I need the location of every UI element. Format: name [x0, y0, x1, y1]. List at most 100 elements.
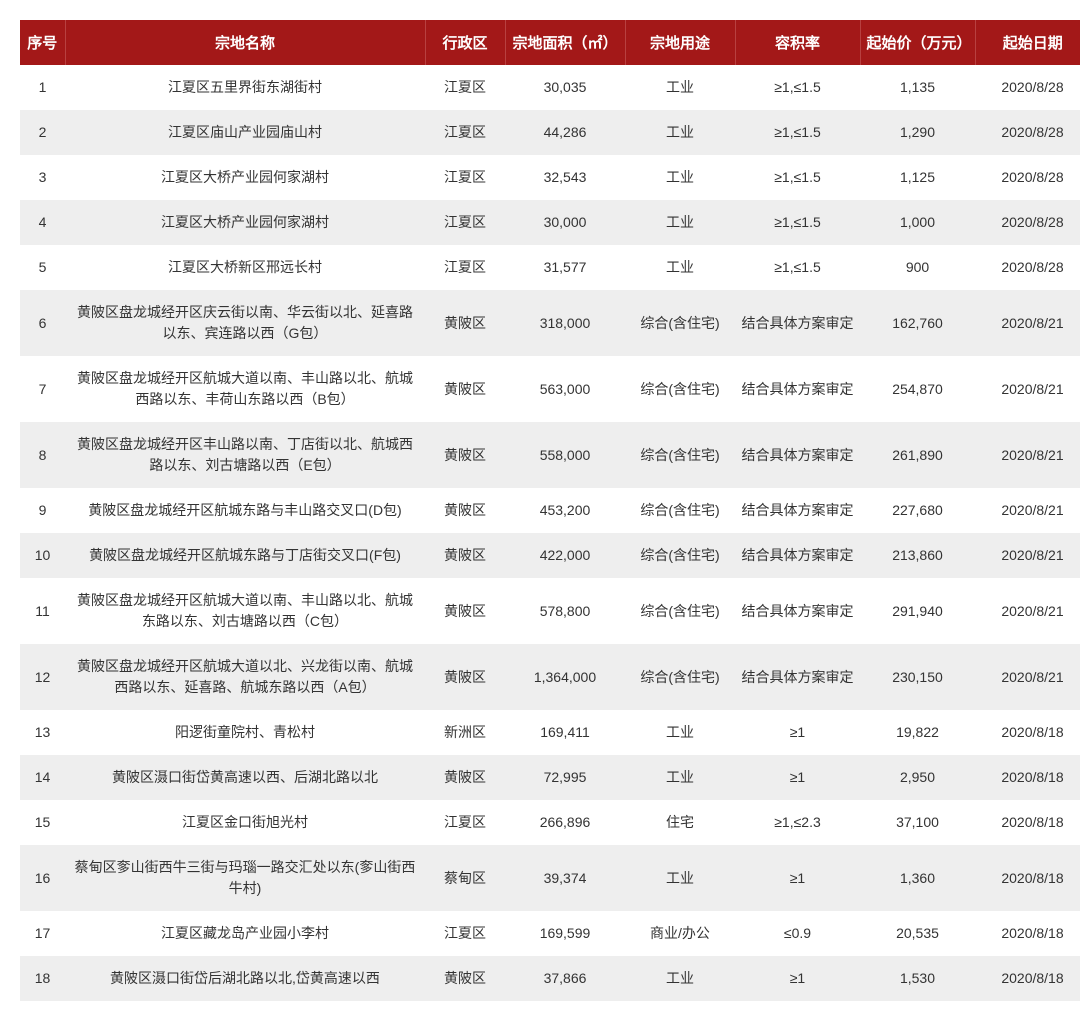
cell-use: 综合(含住宅) — [625, 356, 735, 422]
cell-price: 227,680 — [860, 488, 975, 533]
cell-date: 2020/8/21 — [975, 290, 1080, 356]
cell-use: 工业 — [625, 956, 735, 1001]
cell-far: 结合具体方案审定 — [735, 644, 860, 710]
cell-date: 2020/8/28 — [975, 200, 1080, 245]
cell-area: 30,035 — [505, 65, 625, 110]
cell-far: ≥1 — [735, 755, 860, 800]
cell-district: 黄陂区 — [425, 290, 505, 356]
cell-area: 169,411 — [505, 710, 625, 755]
cell-district: 江夏区 — [425, 911, 505, 956]
header-area: 宗地面积（㎡） — [505, 20, 625, 65]
table-row: 3江夏区大桥产业园何家湖村江夏区32,543工业≥1,≤1.51,1252020… — [20, 155, 1080, 200]
cell-seq: 15 — [20, 800, 65, 845]
table-row: 18黄陂区滠口街岱后湖北路以北,岱黄高速以西黄陂区37,866工业≥11,530… — [20, 956, 1080, 1001]
cell-district: 蔡甸区 — [425, 845, 505, 911]
cell-date: 2020/8/28 — [975, 245, 1080, 290]
cell-far: ≤0.9 — [735, 911, 860, 956]
cell-area: 32,543 — [505, 155, 625, 200]
cell-far: 结合具体方案审定 — [735, 578, 860, 644]
cell-date: 2020/8/18 — [975, 845, 1080, 911]
cell-use: 综合(含住宅) — [625, 533, 735, 578]
header-name: 宗地名称 — [65, 20, 425, 65]
cell-seq: 8 — [20, 422, 65, 488]
cell-far: ≥1,≤1.5 — [735, 155, 860, 200]
cell-price: 1,000 — [860, 200, 975, 245]
cell-date: 2020/8/18 — [975, 956, 1080, 1001]
cell-use: 综合(含住宅) — [625, 422, 735, 488]
cell-date: 2020/8/18 — [975, 911, 1080, 956]
cell-name: 黄陂区滠口街岱后湖北路以北,岱黄高速以西 — [65, 956, 425, 1001]
cell-area: 578,800 — [505, 578, 625, 644]
cell-price: 1,135 — [860, 65, 975, 110]
cell-use: 商业/办公 — [625, 911, 735, 956]
cell-seq: 14 — [20, 755, 65, 800]
table-row: 13阳逻街童院村、青松村新洲区169,411工业≥119,8222020/8/1… — [20, 710, 1080, 755]
table-row: 8黄陂区盘龙城经开区丰山路以南、丁店街以北、航城西路以东、刘古塘路以西（E包）黄… — [20, 422, 1080, 488]
cell-area: 37,866 — [505, 956, 625, 1001]
cell-seq: 13 — [20, 710, 65, 755]
cell-use: 工业 — [625, 110, 735, 155]
cell-name: 阳逻街童院村、青松村 — [65, 710, 425, 755]
table-row: 6黄陂区盘龙城经开区庆云街以南、华云街以北、延喜路以东、宾连路以西（G包）黄陂区… — [20, 290, 1080, 356]
cell-district: 江夏区 — [425, 65, 505, 110]
cell-price: 19,822 — [860, 710, 975, 755]
cell-seq: 17 — [20, 911, 65, 956]
cell-name: 江夏区金口街旭光村 — [65, 800, 425, 845]
cell-name: 江夏区五里界街东湖街村 — [65, 65, 425, 110]
cell-far: ≥1,≤1.5 — [735, 110, 860, 155]
cell-date: 2020/8/18 — [975, 710, 1080, 755]
cell-price: 162,760 — [860, 290, 975, 356]
cell-name: 黄陂区盘龙城经开区航城大道以南、丰山路以北、航城东路以东、刘古塘路以西（C包） — [65, 578, 425, 644]
cell-price: 291,940 — [860, 578, 975, 644]
cell-seq: 18 — [20, 956, 65, 1001]
cell-name: 黄陂区盘龙城经开区航城东路与丁店街交叉口(F包) — [65, 533, 425, 578]
header-use: 宗地用途 — [625, 20, 735, 65]
cell-name: 黄陂区盘龙城经开区航城大道以南、丰山路以北、航城西路以东、丰荷山东路以西（B包） — [65, 356, 425, 422]
cell-far: ≥1,≤1.5 — [735, 245, 860, 290]
cell-seq: 7 — [20, 356, 65, 422]
cell-area: 169,599 — [505, 911, 625, 956]
cell-district: 江夏区 — [425, 155, 505, 200]
cell-date: 2020/8/21 — [975, 422, 1080, 488]
cell-name: 江夏区大桥产业园何家湖村 — [65, 200, 425, 245]
table-header: 序号 宗地名称 行政区 宗地面积（㎡） 宗地用途 容积率 起始价（万元） 起始日… — [20, 20, 1080, 65]
cell-date: 2020/8/28 — [975, 110, 1080, 155]
table-row: 14黄陂区滠口街岱黄高速以西、后湖北路以北黄陂区72,995工业≥12,9502… — [20, 755, 1080, 800]
cell-date: 2020/8/21 — [975, 578, 1080, 644]
table-row: 12黄陂区盘龙城经开区航城大道以北、兴龙街以南、航城西路以东、延喜路、航城东路以… — [20, 644, 1080, 710]
cell-date: 2020/8/28 — [975, 155, 1080, 200]
cell-seq: 5 — [20, 245, 65, 290]
header-district: 行政区 — [425, 20, 505, 65]
cell-use: 工业 — [625, 710, 735, 755]
cell-area: 266,896 — [505, 800, 625, 845]
cell-name: 黄陂区盘龙城经开区航城东路与丰山路交叉口(D包) — [65, 488, 425, 533]
table-row: 9黄陂区盘龙城经开区航城东路与丰山路交叉口(D包)黄陂区453,200综合(含住… — [20, 488, 1080, 533]
cell-area: 44,286 — [505, 110, 625, 155]
cell-price: 213,860 — [860, 533, 975, 578]
header-far: 容积率 — [735, 20, 860, 65]
cell-area: 318,000 — [505, 290, 625, 356]
cell-price: 254,870 — [860, 356, 975, 422]
cell-seq: 16 — [20, 845, 65, 911]
cell-date: 2020/8/21 — [975, 356, 1080, 422]
cell-area: 453,200 — [505, 488, 625, 533]
cell-seq: 1 — [20, 65, 65, 110]
cell-use: 综合(含住宅) — [625, 644, 735, 710]
header-seq: 序号 — [20, 20, 65, 65]
table-row: 7黄陂区盘龙城经开区航城大道以南、丰山路以北、航城西路以东、丰荷山东路以西（B包… — [20, 356, 1080, 422]
cell-seq: 10 — [20, 533, 65, 578]
cell-use: 工业 — [625, 200, 735, 245]
cell-district: 新洲区 — [425, 710, 505, 755]
cell-district: 黄陂区 — [425, 533, 505, 578]
cell-far: 结合具体方案审定 — [735, 488, 860, 533]
cell-district: 江夏区 — [425, 245, 505, 290]
cell-date: 2020/8/21 — [975, 644, 1080, 710]
table-row: 17江夏区藏龙岛产业园小李村江夏区169,599商业/办公≤0.920,5352… — [20, 911, 1080, 956]
table-row: 2江夏区庙山产业园庙山村江夏区44,286工业≥1,≤1.51,2902020/… — [20, 110, 1080, 155]
cell-date: 2020/8/18 — [975, 800, 1080, 845]
cell-far: 结合具体方案审定 — [735, 290, 860, 356]
cell-price: 900 — [860, 245, 975, 290]
table-row: 15江夏区金口街旭光村江夏区266,896住宅≥1,≤2.337,1002020… — [20, 800, 1080, 845]
cell-price: 261,890 — [860, 422, 975, 488]
cell-district: 黄陂区 — [425, 755, 505, 800]
